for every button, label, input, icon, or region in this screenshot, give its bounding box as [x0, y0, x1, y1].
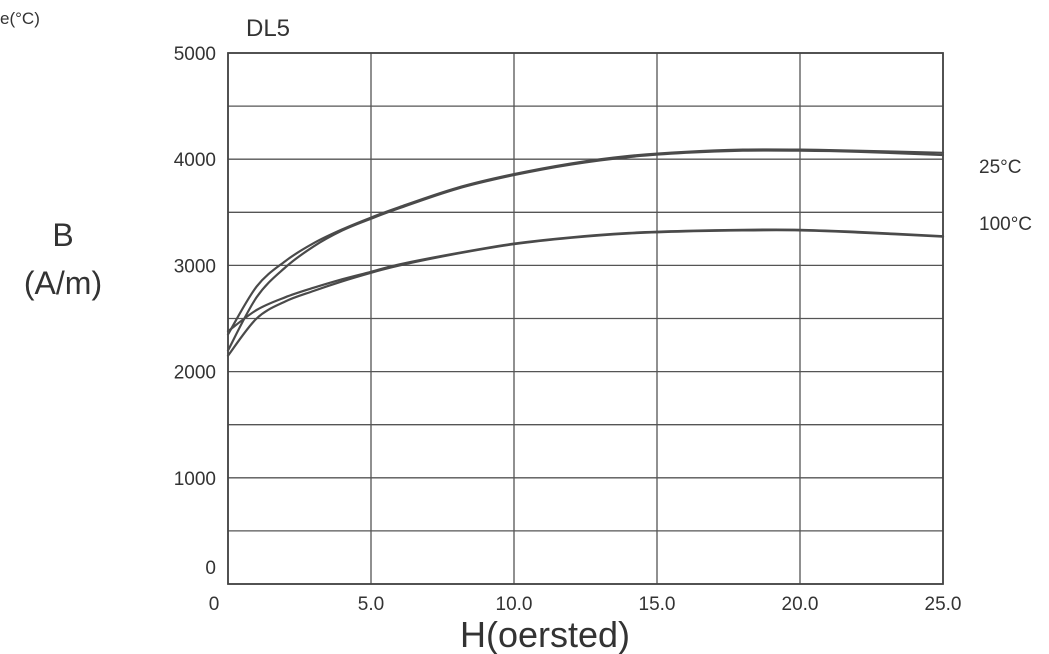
- plot-frame: [227, 52, 944, 585]
- x-tick-label: 20.0: [782, 594, 819, 615]
- x-tick-label: 15.0: [639, 594, 676, 615]
- y-tick-label: 2000: [174, 363, 216, 384]
- series-labels: 25°C 100°C: [979, 157, 1032, 235]
- y-tick-label: 3000: [174, 256, 216, 277]
- x-tick-label: 0: [209, 594, 220, 615]
- series-line-3: [226, 228, 945, 333]
- y-axis-label-unit: (A/m): [24, 265, 102, 301]
- y-tick-label: 5000: [174, 44, 216, 65]
- y-tick-label: 1000: [174, 469, 216, 490]
- grid: [227, 52, 944, 585]
- x-tick-label: 25.0: [925, 594, 962, 615]
- x-tick-label: 10.0: [496, 594, 533, 615]
- chart-title: DL5: [246, 15, 290, 42]
- y-axis-label-symbol: B: [52, 217, 73, 253]
- series-line-2: [226, 229, 945, 357]
- series-label: 25°C: [979, 157, 1021, 178]
- x-tick-label: 5.0: [358, 594, 384, 615]
- y-tick-label: 4000: [174, 150, 216, 171]
- series-line-0: [226, 149, 945, 352]
- x-axis-label: H(oersted): [460, 614, 630, 654]
- series-label: 100°C: [979, 214, 1032, 235]
- tick-labels: 0 5.0 10.0 15.0 20.0 25.0 0 1000 2000 3000 4000 500…: [174, 44, 962, 615]
- y-tick-label: 0: [205, 558, 216, 579]
- corner-label: e(°C): [0, 9, 40, 28]
- series-line-1: [226, 148, 945, 336]
- series-lines: [226, 148, 945, 357]
